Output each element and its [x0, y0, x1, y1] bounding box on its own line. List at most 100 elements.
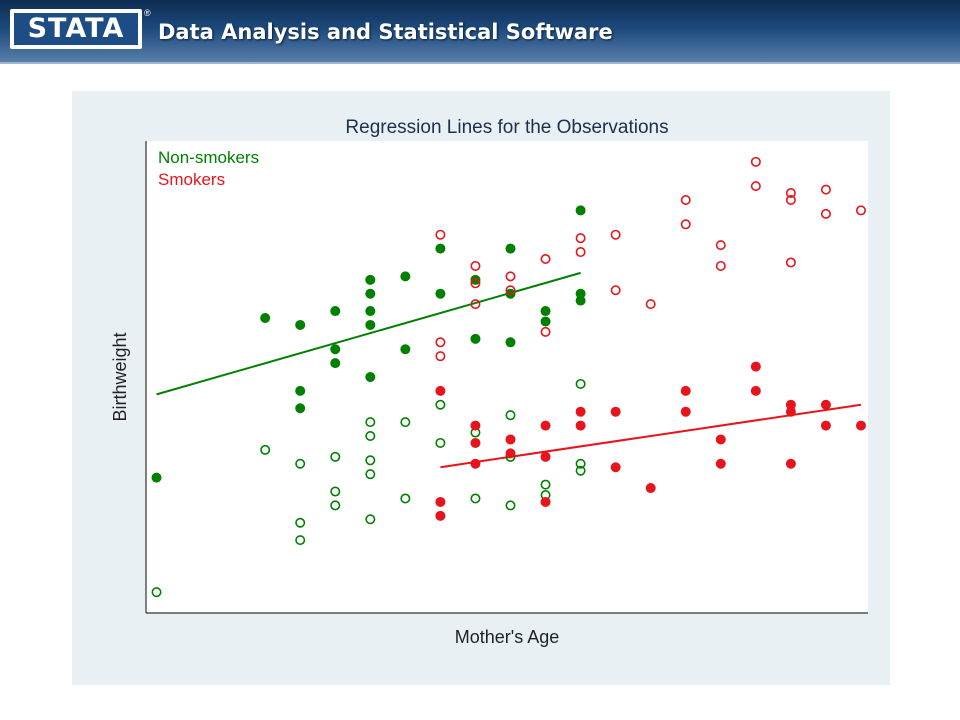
data-point-smokers-filled [435, 496, 446, 507]
data-point-smokers-hollow [435, 351, 446, 362]
data-point-smokers-filled [575, 406, 586, 417]
data-point-smokers-hollow [820, 184, 831, 195]
data-point-non-smokers-hollow [330, 451, 341, 462]
data-point-smokers-filled [540, 496, 551, 507]
data-point-non-smokers-hollow [365, 430, 376, 441]
data-point-non-smokers-filled [295, 385, 306, 396]
data-point-smokers-filled [470, 437, 481, 448]
data-point-smokers-hollow [750, 181, 761, 192]
chart-title: Regression Lines for the Observations [345, 117, 668, 138]
x-axis-label: Mother's Age [455, 627, 560, 647]
data-point-non-smokers-filled [435, 243, 446, 254]
data-point-smokers-hollow [715, 240, 726, 251]
data-point-smokers-hollow [470, 299, 481, 310]
data-point-smokers-hollow [505, 271, 516, 282]
data-point-non-smokers-hollow [365, 455, 376, 466]
data-point-non-smokers-filled [575, 205, 586, 216]
data-point-smokers-filled [470, 458, 481, 469]
registered-mark: ® [144, 8, 151, 18]
data-point-smokers-hollow [575, 247, 586, 258]
data-point-non-smokers-hollow [435, 437, 446, 448]
data-point-non-smokers-filled [470, 333, 481, 344]
data-point-smokers-hollow [680, 195, 691, 206]
data-point-smokers-hollow [610, 229, 621, 240]
data-point-smokers-hollow [610, 285, 621, 296]
data-point-non-smokers-filled [365, 306, 376, 317]
data-point-non-smokers-hollow [295, 517, 306, 528]
stata-logo: STATA [10, 9, 142, 49]
data-point-smokers-hollow [645, 299, 656, 310]
data-point-smokers-hollow [575, 233, 586, 244]
data-point-non-smokers-filled [151, 472, 162, 483]
data-point-smokers-hollow [540, 326, 551, 337]
data-point-non-smokers-hollow [540, 479, 551, 490]
header-banner: STATA ® Data Analysis and Statistical So… [0, 0, 960, 64]
data-point-non-smokers-hollow [365, 469, 376, 480]
data-point-non-smokers-filled [365, 319, 376, 330]
data-point-non-smokers-filled [260, 313, 271, 323]
data-point-non-smokers-hollow [400, 493, 411, 504]
data-point-non-smokers-filled [365, 274, 376, 285]
data-point-non-smokers-filled [295, 319, 306, 330]
header-subtitle: Data Analysis and Statistical Software [158, 20, 613, 44]
data-point-non-smokers-filled [365, 372, 376, 382]
data-point-smokers-filled [435, 510, 446, 521]
data-point-non-smokers-hollow [505, 410, 516, 421]
data-point-non-smokers-filled [435, 288, 446, 299]
data-point-non-smokers-filled [330, 306, 341, 317]
data-point-smokers-filled [435, 385, 446, 396]
data-point-non-smokers-hollow [295, 535, 306, 546]
legend-entry-non-smokers: Non-smokers [158, 148, 259, 167]
data-point-smokers-filled [505, 434, 516, 445]
data-point-non-smokers-filled [400, 271, 411, 282]
data-point-smokers-hollow [435, 337, 446, 348]
data-point-non-smokers-hollow [330, 500, 341, 511]
data-point-smokers-filled [645, 483, 656, 494]
data-point-non-smokers-hollow [435, 399, 446, 410]
data-point-smokers-hollow [785, 195, 796, 206]
legend-entry-smokers: Smokers [158, 170, 225, 189]
data-point-non-smokers-filled [505, 243, 516, 254]
data-point-smokers-filled [785, 458, 796, 469]
data-point-smokers-hollow [785, 188, 796, 199]
data-point-non-smokers-filled [575, 295, 586, 306]
data-point-smokers-filled [820, 399, 831, 410]
data-point-smokers-hollow [855, 205, 866, 216]
data-point-non-smokers-filled [540, 316, 551, 327]
data-point-smokers-hollow [680, 219, 691, 230]
data-point-smokers-hollow [470, 278, 481, 289]
data-point-smokers-filled [855, 420, 866, 431]
data-point-smokers-filled [505, 448, 516, 459]
data-point-smokers-hollow [505, 285, 516, 296]
data-point-smokers-filled [470, 420, 481, 431]
data-point-smokers-hollow [750, 156, 761, 167]
data-point-non-smokers-hollow [505, 500, 516, 511]
data-point-non-smokers-hollow [470, 493, 481, 504]
data-point-non-smokers-hollow [365, 514, 376, 525]
data-point-smokers-filled [610, 462, 621, 473]
logo-text: STATA [14, 13, 138, 45]
data-point-smokers-hollow [715, 260, 726, 271]
data-point-non-smokers-hollow [575, 458, 586, 469]
data-point-non-smokers-filled [540, 306, 551, 317]
data-point-smokers-filled [610, 406, 621, 417]
data-point-smokers-hollow [435, 229, 446, 240]
plot-region [146, 141, 868, 613]
data-point-non-smokers-hollow [575, 378, 586, 389]
data-point-smokers-filled [820, 420, 831, 431]
y-axis-label: Birthweight [110, 332, 130, 421]
data-point-smokers-filled [575, 420, 586, 431]
data-point-smokers-filled [680, 385, 691, 396]
data-point-smokers-filled [785, 406, 796, 417]
data-point-non-smokers-hollow [295, 458, 306, 469]
data-point-non-smokers-hollow [151, 587, 162, 598]
data-point-smokers-filled [715, 458, 726, 469]
data-points [151, 156, 866, 598]
data-point-smokers-filled [750, 361, 761, 372]
data-point-smokers-hollow [540, 254, 551, 265]
data-point-smokers-hollow [470, 260, 481, 271]
data-point-non-smokers-hollow [365, 417, 376, 428]
data-point-smokers-filled [785, 399, 796, 410]
data-point-non-smokers-filled [505, 337, 516, 348]
data-point-non-smokers-filled [400, 344, 411, 355]
